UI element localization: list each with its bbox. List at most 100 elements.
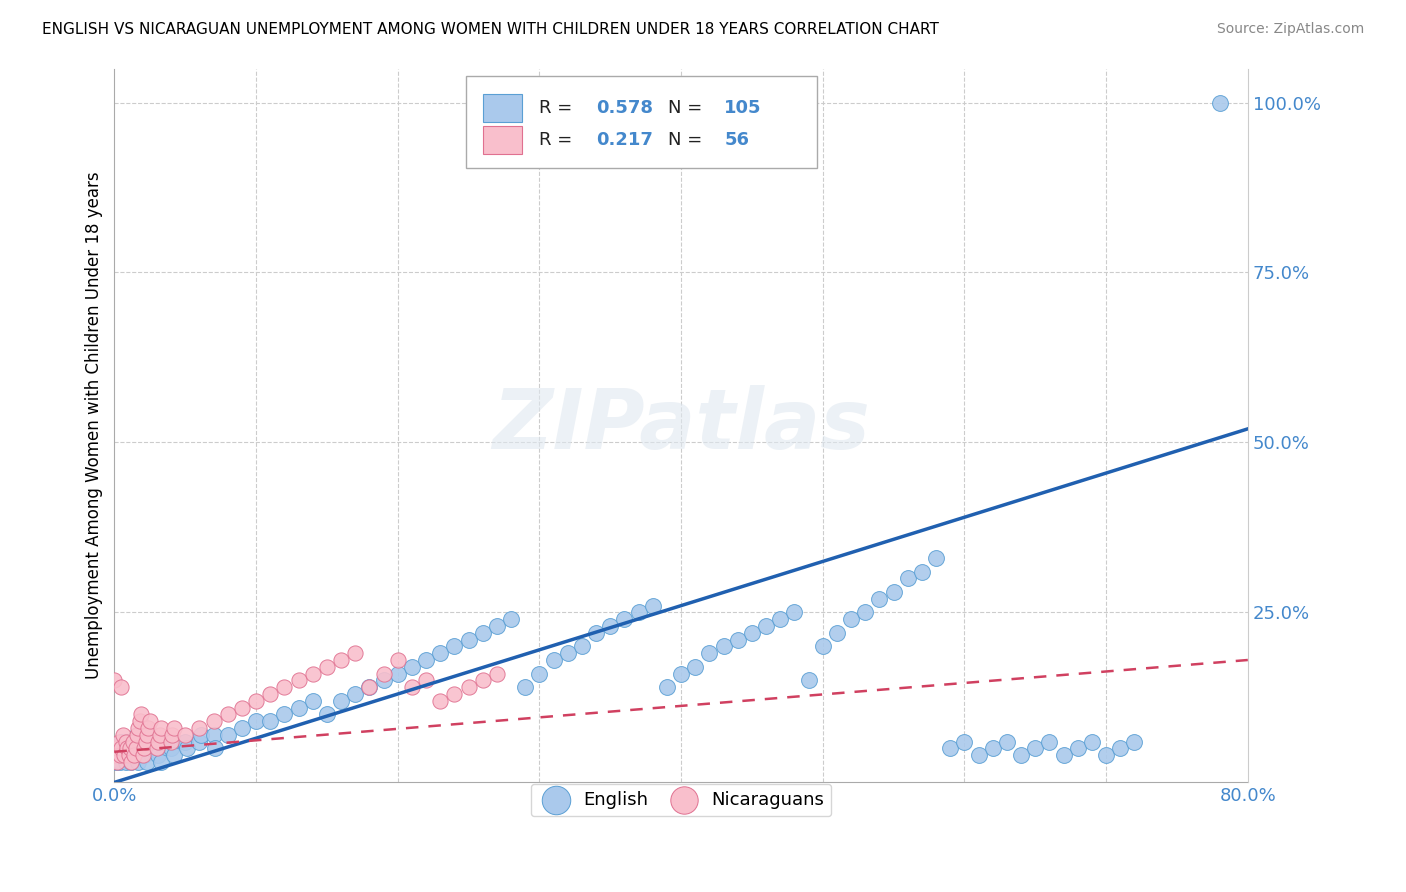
- Point: [443, 640, 465, 654]
- Text: ZIPatlas: ZIPatlas: [492, 385, 870, 466]
- Point: [174, 728, 197, 742]
- Point: [107, 748, 129, 763]
- Point: [259, 714, 281, 729]
- Point: [131, 707, 153, 722]
- Point: [981, 741, 1004, 756]
- Point: [105, 755, 128, 769]
- Point: [146, 741, 169, 756]
- Text: ENGLISH VS NICARAGUAN UNEMPLOYMENT AMONG WOMEN WITH CHILDREN UNDER 18 YEARS CORR: ENGLISH VS NICARAGUAN UNEMPLOYMENT AMONG…: [42, 22, 939, 37]
- Point: [128, 755, 150, 769]
- Point: [471, 625, 494, 640]
- Point: [103, 673, 125, 688]
- Point: [825, 625, 848, 640]
- Point: [190, 728, 212, 742]
- Point: [134, 748, 156, 763]
- Point: [103, 748, 125, 763]
- Point: [217, 728, 239, 742]
- Point: [641, 599, 664, 613]
- Point: [359, 680, 381, 694]
- Point: [135, 734, 157, 748]
- Point: [217, 707, 239, 722]
- Point: [108, 748, 131, 763]
- Text: R =: R =: [540, 99, 572, 117]
- Point: [316, 660, 339, 674]
- Point: [387, 666, 409, 681]
- Point: [149, 734, 172, 748]
- Point: [124, 741, 146, 756]
- Point: [129, 714, 152, 729]
- Point: [457, 632, 479, 647]
- Point: [1208, 95, 1230, 110]
- Point: [231, 700, 253, 714]
- Point: [387, 653, 409, 667]
- Point: [485, 619, 508, 633]
- Point: [162, 728, 184, 742]
- Point: [122, 748, 145, 763]
- Point: [685, 660, 707, 674]
- Point: [373, 666, 395, 681]
- Point: [115, 734, 138, 748]
- Point: [129, 734, 152, 748]
- Point: [112, 741, 135, 756]
- Point: [110, 741, 132, 756]
- FancyBboxPatch shape: [465, 76, 817, 169]
- Point: [125, 728, 148, 742]
- Point: [415, 673, 437, 688]
- Point: [204, 741, 226, 756]
- Point: [273, 680, 295, 694]
- Point: [557, 646, 579, 660]
- Point: [188, 734, 211, 748]
- Point: [117, 748, 139, 763]
- Point: [160, 741, 183, 756]
- Point: [330, 653, 353, 667]
- Point: [853, 606, 876, 620]
- Point: [118, 741, 141, 756]
- Point: [188, 721, 211, 735]
- Point: [121, 734, 143, 748]
- Point: [128, 721, 150, 735]
- Point: [869, 591, 891, 606]
- Point: [148, 748, 170, 763]
- Point: [114, 755, 136, 769]
- Point: [599, 619, 621, 633]
- Point: [429, 646, 451, 660]
- Point: [911, 565, 934, 579]
- Point: [811, 640, 834, 654]
- Point: [939, 741, 962, 756]
- Point: [883, 585, 905, 599]
- Point: [797, 673, 820, 688]
- Point: [118, 741, 141, 756]
- Point: [925, 551, 948, 566]
- Point: [121, 734, 143, 748]
- Point: [150, 721, 173, 735]
- Point: [515, 680, 537, 694]
- Point: [897, 571, 920, 585]
- Text: 105: 105: [724, 99, 762, 117]
- Point: [111, 728, 134, 742]
- Point: [259, 687, 281, 701]
- Point: [174, 734, 197, 748]
- Point: [245, 694, 267, 708]
- Point: [501, 612, 523, 626]
- Text: N =: N =: [668, 131, 702, 149]
- Point: [138, 728, 160, 742]
- Point: [150, 755, 173, 769]
- Point: [104, 755, 127, 769]
- Point: [344, 646, 367, 660]
- Point: [125, 728, 148, 742]
- Point: [485, 666, 508, 681]
- Point: [139, 714, 162, 729]
- Point: [1081, 734, 1104, 748]
- Text: Source: ZipAtlas.com: Source: ZipAtlas.com: [1216, 22, 1364, 37]
- Point: [139, 741, 162, 756]
- Point: [231, 721, 253, 735]
- Point: [953, 734, 976, 748]
- Point: [713, 640, 735, 654]
- Point: [287, 700, 309, 714]
- Point: [373, 673, 395, 688]
- Point: [163, 748, 186, 763]
- Point: [783, 606, 806, 620]
- Point: [115, 741, 138, 756]
- Point: [571, 640, 593, 654]
- Point: [967, 748, 990, 763]
